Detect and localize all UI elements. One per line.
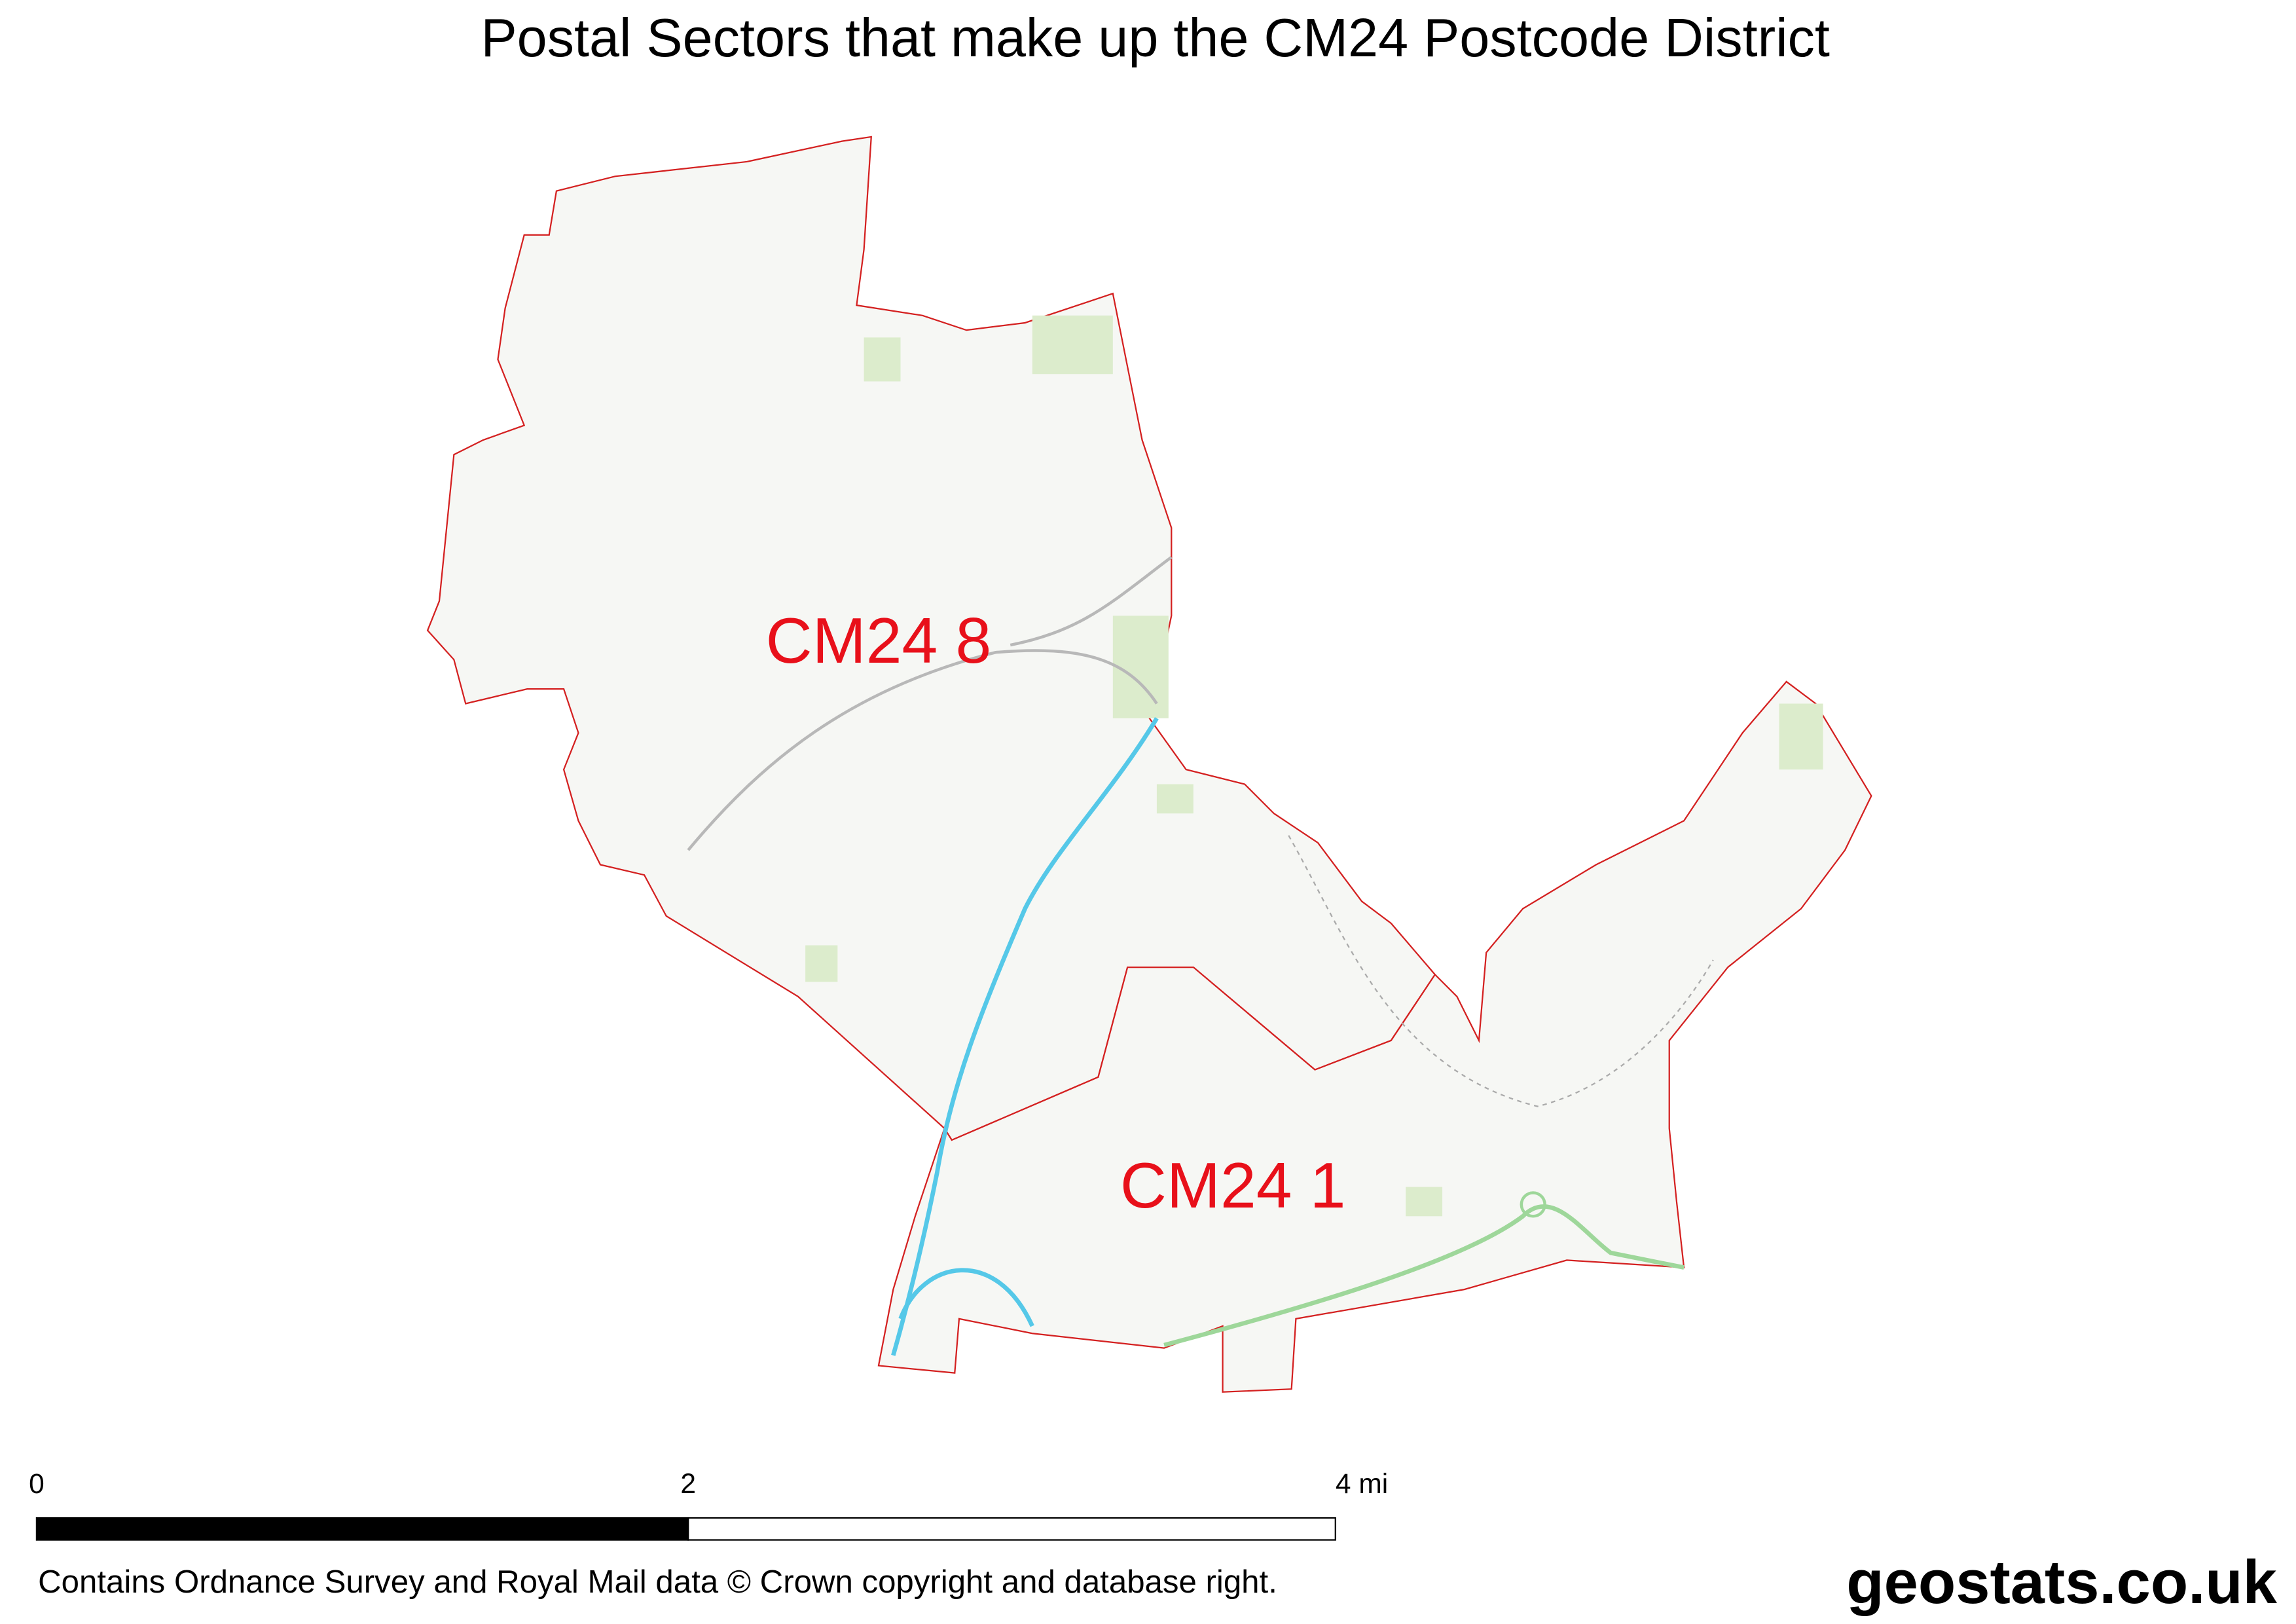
- green-area: [864, 337, 901, 382]
- title: Postal Sectors that make up the CM24 Pos…: [481, 7, 1829, 68]
- scale-label: 2: [680, 1469, 696, 1500]
- green-area: [1406, 1187, 1443, 1217]
- green-area: [1779, 703, 1823, 770]
- sector-label: CM24 1: [1120, 1149, 1346, 1221]
- scale-bar: 0 2 4 mi: [29, 1469, 1388, 1541]
- green-area: [1156, 784, 1194, 814]
- disused-railway: [1288, 835, 1714, 1107]
- sector-label: CM24 8: [766, 604, 992, 676]
- scale-segment-black: [35, 1517, 689, 1541]
- green-area: [1112, 616, 1169, 718]
- roundabout: [1520, 1191, 1546, 1218]
- sector-cm24-8: [426, 136, 1436, 1141]
- green-area: [1032, 315, 1113, 375]
- attribution: Contains Ordnance Survey and Royal Mail …: [38, 1564, 1277, 1600]
- railway-branch: [1010, 556, 1173, 647]
- motorway: [1163, 1204, 1685, 1348]
- scale-label: 0: [29, 1469, 45, 1500]
- brand: geostats.co.uk: [1846, 1547, 2277, 1616]
- scale-label: 4 mi: [1336, 1469, 1388, 1500]
- green-area: [805, 945, 838, 982]
- green-areas: [805, 315, 1823, 1217]
- sector-cm24-1: [877, 680, 1872, 1393]
- river-loop: [898, 1268, 1034, 1327]
- scale-segment-white: [687, 1517, 1336, 1541]
- map-area: [426, 136, 1872, 1393]
- river: [891, 717, 1159, 1356]
- railway: [687, 649, 1158, 851]
